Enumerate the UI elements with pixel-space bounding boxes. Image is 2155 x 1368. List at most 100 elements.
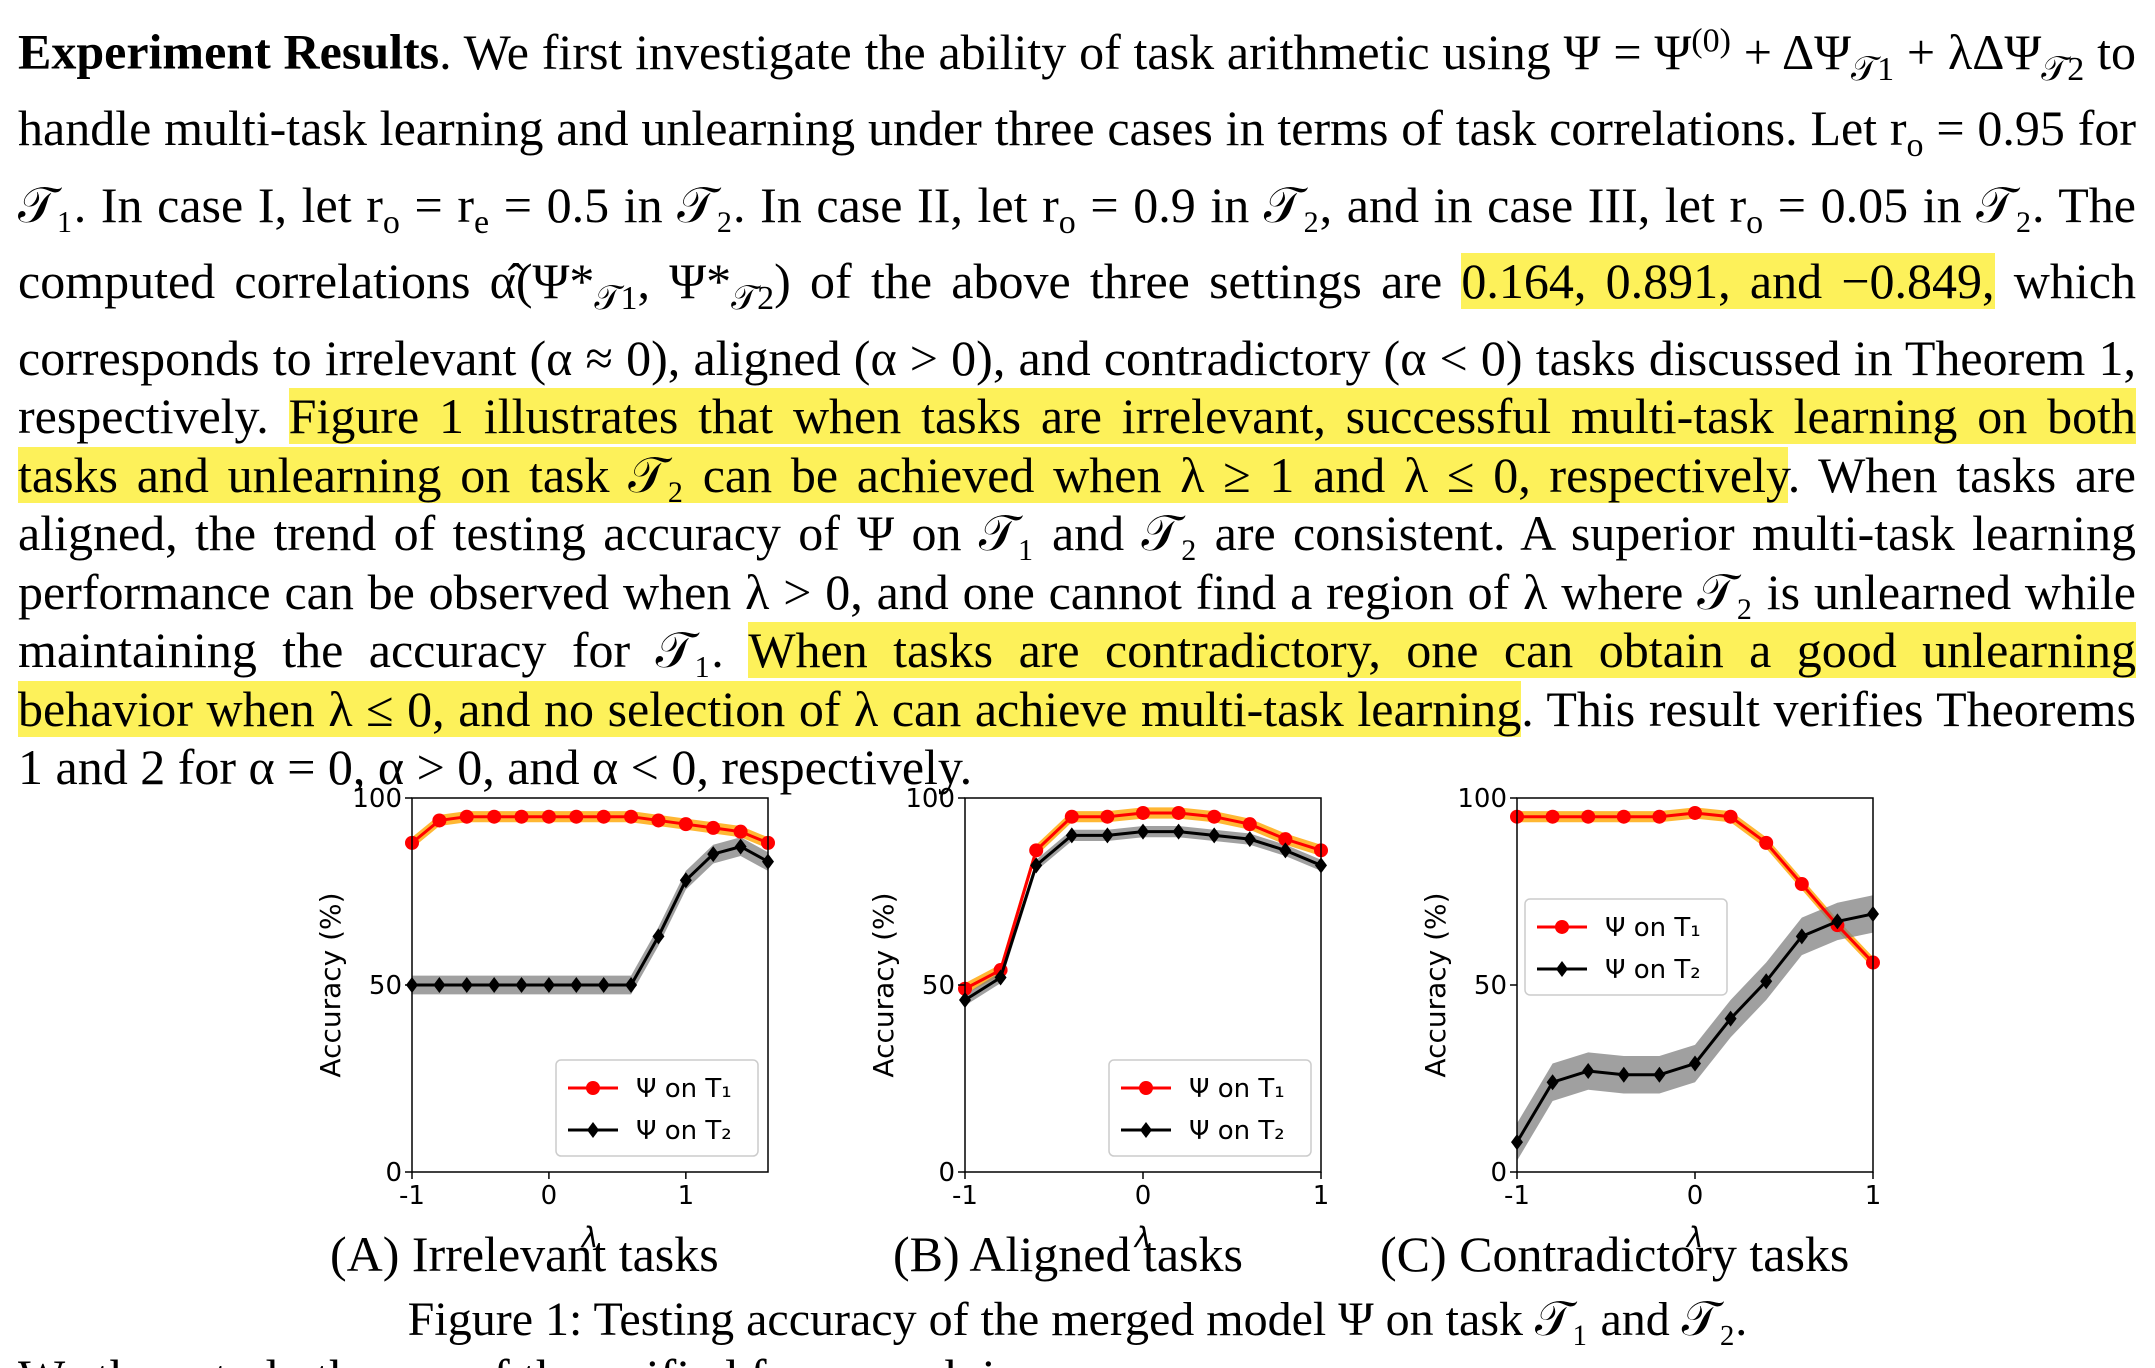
legend: Ψ on T₁ Ψ on T₂ <box>1108 1059 1312 1157</box>
data-point <box>1652 809 1667 824</box>
plot-area <box>405 809 775 995</box>
data-point <box>1653 1066 1666 1083</box>
paragraph-text: , Ψ* <box>637 253 732 310</box>
confidence-band <box>965 826 1321 1006</box>
data-point <box>1242 817 1257 832</box>
legend-box <box>1524 898 1728 996</box>
y-tick-label: 50 <box>369 971 402 1001</box>
y-tick-label: 100 <box>352 784 402 814</box>
data-point <box>460 977 473 993</box>
data-point <box>652 928 665 945</box>
data-point <box>1207 809 1222 824</box>
data-point <box>1171 805 1186 820</box>
legend-box <box>555 1059 759 1157</box>
data-point <box>1616 809 1631 824</box>
data-point <box>596 809 611 824</box>
paragraph-text: o <box>382 203 400 241</box>
data-point <box>1278 832 1293 847</box>
data-point <box>1137 823 1149 840</box>
data-point <box>1546 1074 1559 1091</box>
y-tick-label: 0 <box>1490 1158 1507 1188</box>
x-tick-label: -1 <box>952 1181 978 1211</box>
data-point <box>1243 831 1256 848</box>
paragraph-text: o <box>1906 127 1924 165</box>
y-axis-label: Accuracy (%) <box>314 892 347 1077</box>
paragraph-text: = 0.95 for 𝒯₁. In case I, let r <box>18 100 2137 233</box>
paragraph-text: (0) <box>1691 22 1731 59</box>
legend-label: Ψ on T₁ <box>1189 1074 1285 1104</box>
paragraph-text: + λΔΨ <box>1894 23 2042 80</box>
legend-label: Ψ on T₂ <box>636 1116 732 1146</box>
data-point <box>1101 827 1114 844</box>
subcaption-b: (B) Aligned tasks <box>893 1226 1243 1282</box>
data-point <box>488 977 501 993</box>
paragraph-text: 𝒯1 <box>1851 50 1895 88</box>
paragraph-text: = 0.5 in 𝒯₂. In case II, let r <box>489 176 1059 233</box>
paragraph-text: 𝒯1 <box>594 280 638 318</box>
data-point <box>1581 809 1596 824</box>
y-tick-label: 50 <box>922 971 955 1001</box>
x-tick-label: 1 <box>1865 1181 1882 1211</box>
legend-marker <box>1140 1122 1152 1138</box>
data-point <box>679 872 692 889</box>
y-axis-label: Accuracy (%) <box>867 892 900 1077</box>
data-point <box>515 977 528 993</box>
legend: Ψ on T₁ Ψ on T₂ <box>555 1059 759 1157</box>
data-point <box>1795 928 1808 945</box>
data-point <box>1831 913 1844 930</box>
legend-marker <box>1556 960 1568 977</box>
data-point <box>433 977 446 993</box>
confidence-band <box>1517 895 1873 1161</box>
confidence-band <box>412 811 768 849</box>
chart-contradictory: 0 50 100 -1 0 1 λ Accuracy (%) Ψ on T₁ Ψ on T₂ <box>1375 784 1915 1260</box>
data-point <box>1208 827 1221 844</box>
legend: Ψ on T₁ Ψ on T₂ <box>1524 898 1728 996</box>
data-point <box>1136 805 1150 820</box>
legend-marker <box>1555 919 1569 934</box>
x-tick-label: 0 <box>1687 1181 1704 1211</box>
data-point <box>651 813 666 828</box>
data-point <box>459 809 474 824</box>
plot-area <box>1510 805 1880 1161</box>
paragraph-text: . When tasks are aligned, the trend of t… <box>18 446 2136 679</box>
data-point <box>1545 809 1560 824</box>
x-tick-label: -1 <box>399 1181 425 1211</box>
highlighted-text: 0.164, 0.891, and −0.849, <box>1461 253 1995 310</box>
data-point <box>597 977 610 993</box>
legend-marker <box>1139 1081 1153 1095</box>
data-point <box>994 969 1007 986</box>
subcaption-c: (C) Contradictory tasks <box>1380 1226 1850 1282</box>
paragraph-text: to handle multi-task learning and unlear… <box>18 23 2137 157</box>
data-point <box>625 977 638 993</box>
legend-label: Ψ on T₁ <box>636 1074 732 1104</box>
x-tick-label: 0 <box>1135 1181 1152 1211</box>
paragraph-text: ) of the above three settings are <box>774 253 1462 310</box>
data-point <box>706 820 721 835</box>
data-point <box>1688 805 1702 820</box>
data-point <box>569 809 584 824</box>
plot-area <box>958 805 1328 1008</box>
run-in-heading: Experiment Results <box>18 23 440 80</box>
data-point <box>514 809 529 824</box>
paragraph-body: . We first investigate the ability of ta… <box>18 22 2137 795</box>
legend-box <box>1108 1059 1312 1157</box>
data-point <box>1029 843 1044 858</box>
paragraph-text: = r <box>399 176 475 233</box>
data-point <box>1723 809 1738 824</box>
data-point <box>1617 1066 1630 1083</box>
data-point <box>1279 842 1292 859</box>
data-point <box>432 813 447 828</box>
paragraph-text: which corresponds to irrelevant (α ≈ 0),… <box>18 253 2137 445</box>
data-point <box>1172 823 1185 840</box>
legend-marker <box>586 1081 600 1095</box>
legend-label: Ψ on T₁ <box>1605 913 1701 943</box>
data-point <box>1065 827 1078 844</box>
next-paragraph-cutoff: We then study the use of the unified fra… <box>18 1348 2136 1368</box>
subcaption-a: (A) Irrelevant tasks <box>330 1226 719 1282</box>
paragraph-text: 𝒯2 <box>731 280 775 318</box>
data-point <box>624 809 639 824</box>
paragraph-text: . We first investigate the ability of ta… <box>439 23 1692 80</box>
